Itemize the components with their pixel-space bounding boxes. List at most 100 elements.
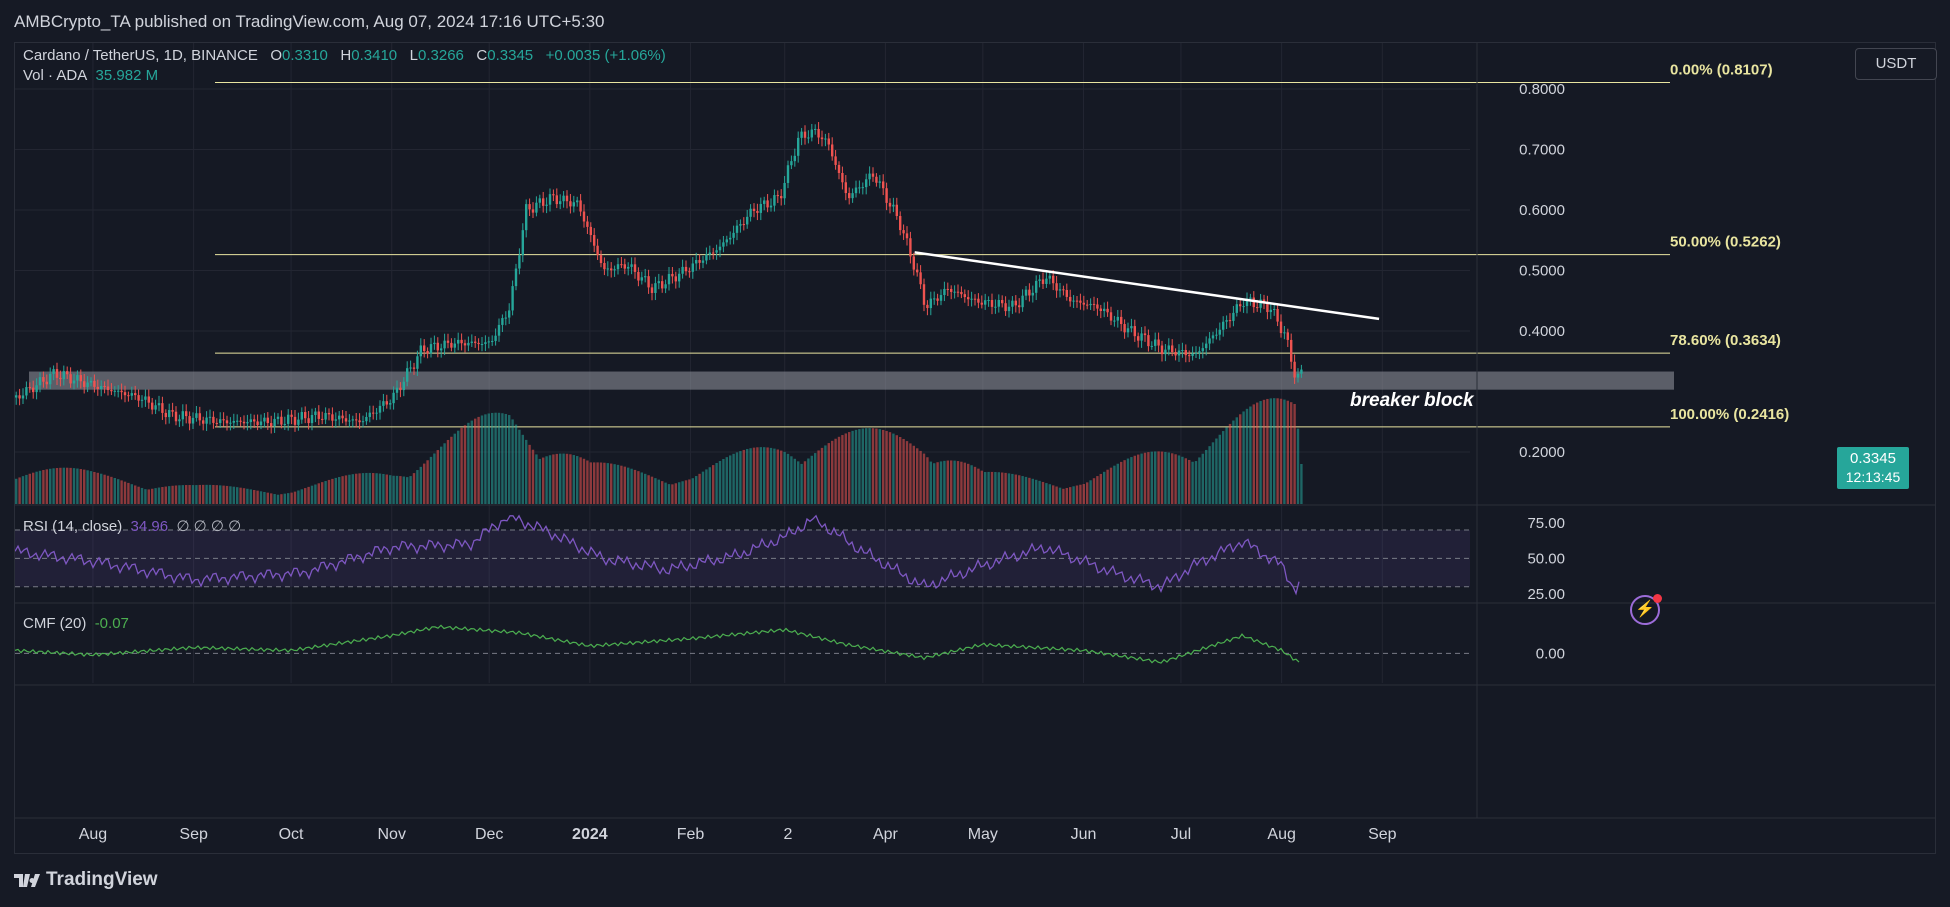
volume-bar <box>1215 438 1218 504</box>
candle-body <box>1181 349 1184 351</box>
candle-body <box>477 342 480 345</box>
candle-body <box>511 286 514 311</box>
volume-bar <box>1120 461 1123 504</box>
volume-bar <box>650 476 654 504</box>
volume-bar <box>1140 453 1143 504</box>
candle-body <box>780 196 783 199</box>
candle-body <box>800 131 803 138</box>
candle-body <box>902 230 905 234</box>
candle-body <box>161 403 164 413</box>
candle-body <box>674 276 677 282</box>
volume-bar <box>817 450 820 504</box>
candle-body <box>824 138 827 140</box>
candle-body <box>83 381 86 387</box>
volume-bar <box>875 428 878 504</box>
volume-bar <box>616 464 620 504</box>
candle-body <box>69 374 72 384</box>
change-value: +0.0035 (+1.06%) <box>545 47 666 64</box>
candle-body <box>1218 329 1221 335</box>
volume-bar <box>423 463 426 504</box>
candle-body <box>909 238 912 257</box>
candle-body <box>644 276 647 278</box>
volume-bar <box>412 473 416 504</box>
candle-body <box>32 387 35 393</box>
candle-body <box>130 393 133 396</box>
volume-bar <box>1126 458 1130 504</box>
volume-bar <box>86 470 89 504</box>
volume-bar <box>756 447 759 504</box>
candle-body <box>406 368 409 382</box>
volume-bar <box>290 492 293 504</box>
candle-body <box>793 155 796 162</box>
rsi-axis-tick: 25.00 <box>1527 586 1565 603</box>
candle-body <box>742 224 745 226</box>
candle-body <box>756 211 759 213</box>
candle-body <box>1215 334 1218 336</box>
volume-bar <box>865 428 868 504</box>
candle-body <box>623 264 626 269</box>
volume-bar <box>1211 442 1215 504</box>
candle-body <box>15 395 18 398</box>
volume-bar <box>409 476 412 504</box>
volume-bar <box>1262 399 1266 504</box>
volume-bar <box>504 413 507 504</box>
volume-bar <box>1052 485 1055 504</box>
volume-bar <box>793 458 796 504</box>
candle-body <box>419 345 422 357</box>
candle-body <box>1150 345 1153 347</box>
volume-bar <box>185 485 188 504</box>
candle-body <box>504 317 507 319</box>
candle-body <box>1103 308 1106 312</box>
candle-body <box>86 382 89 387</box>
candle-body <box>919 272 922 285</box>
candle-body <box>253 419 256 422</box>
volume-bar <box>310 485 314 504</box>
price-axis-tick: 0.2000 <box>1519 444 1565 461</box>
candle-body <box>1031 292 1034 296</box>
volume-bar <box>565 453 569 504</box>
volume-bar <box>997 472 1000 504</box>
candle-body <box>735 225 739 233</box>
candle-body <box>365 416 368 422</box>
volume-bar <box>1290 402 1293 504</box>
candle-body <box>1133 326 1136 337</box>
volume-bar <box>433 453 436 504</box>
volume-bar <box>1062 488 1065 504</box>
volume-bar <box>606 463 609 504</box>
volume-bar <box>521 434 524 504</box>
candle-body <box>239 420 242 422</box>
volume-bar <box>790 456 793 504</box>
candle-body <box>310 414 314 424</box>
candle-body <box>752 208 756 212</box>
chart-svg[interactable]: 0.00% (0.8107) 50.00% (0.5262) 78.60% (0.3… <box>15 43 1935 853</box>
chart-area[interactable]: 0.00% (0.8107) 50.00% (0.5262) 78.60% (0.3… <box>14 42 1937 854</box>
candle-body <box>922 284 926 305</box>
volume-bar <box>722 459 725 504</box>
candle-body <box>297 419 300 425</box>
candle-body <box>1007 306 1011 312</box>
lightning-icon[interactable]: ⚡ <box>1630 594 1662 625</box>
candle-body <box>851 193 854 199</box>
volume-bar <box>946 460 949 504</box>
volume-bar <box>467 422 470 504</box>
candle-body <box>664 284 667 289</box>
tradingview-logo[interactable]: TradingView <box>14 869 158 891</box>
volume-bar <box>922 453 926 504</box>
candle-body <box>395 387 399 393</box>
candle-body <box>52 369 55 374</box>
candle-body <box>232 421 235 423</box>
main-pane-bg <box>15 43 1935 853</box>
candle-body <box>358 420 361 423</box>
candle-body <box>157 403 161 406</box>
volume-bar <box>361 473 365 504</box>
volume-bar <box>113 477 116 504</box>
close-value: 0.3345 <box>487 47 534 64</box>
candle-body <box>290 414 293 417</box>
volume-bar <box>1164 451 1167 504</box>
volume-bar <box>59 467 62 504</box>
currency-button[interactable]: USDT <box>1855 48 1937 80</box>
volume-bar <box>518 429 521 504</box>
time-axis-tick: Oct <box>279 826 304 843</box>
candle-body <box>844 182 847 194</box>
candle-body <box>1273 308 1276 310</box>
